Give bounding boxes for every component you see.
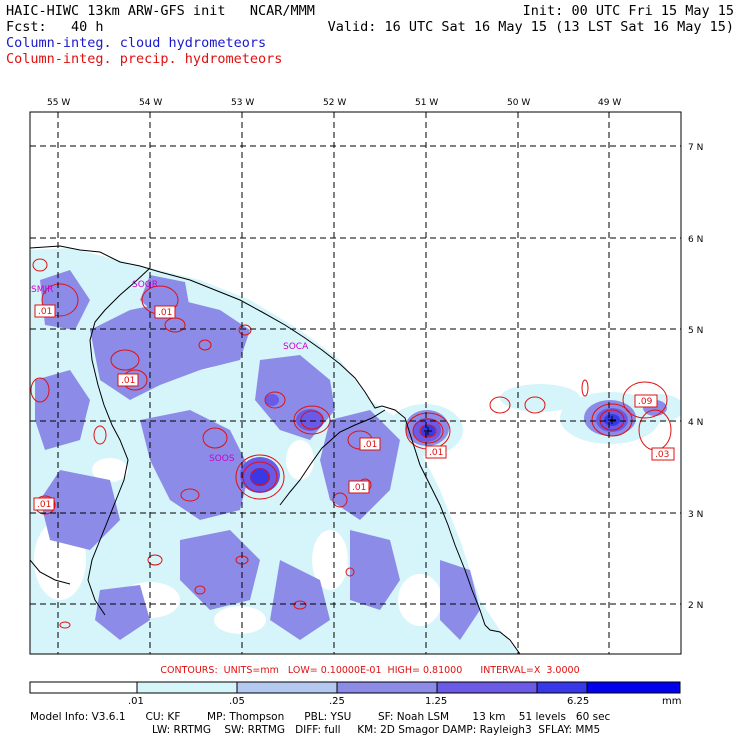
model-title: HAIC-HIWC 13km ARW-GFS init NCAR/MMM <box>6 3 315 19</box>
lat-label: 2 N <box>688 601 703 611</box>
lat-label: 3 N <box>688 510 703 520</box>
colorbar-bin <box>436 681 538 694</box>
lat-label: 5 N <box>688 326 703 336</box>
model-info-line2: LW: RRTMG SW: RRTMG DIFF: full KM: 2D Sm… <box>152 724 601 736</box>
lon-label: 50 W <box>507 98 530 108</box>
station-markers <box>424 416 616 435</box>
lat-label: 7 N <box>688 143 703 153</box>
colorbar-bin <box>29 681 138 694</box>
contour-label: .01 <box>429 448 443 458</box>
city-label-sogr: SOGR <box>132 280 158 290</box>
colorbar-unit: mm <box>662 696 682 707</box>
model-info-line1: Model Info: V3.6.1 CU: KF MP: Thompson P… <box>30 711 611 723</box>
colorbar-tick: .25 <box>329 696 345 707</box>
city-label-smjr: SMJR <box>31 285 53 295</box>
map-frame <box>29 111 682 655</box>
colorbar-bin <box>586 681 681 694</box>
shading-layer: SMJR SOGR SOCA SOOS .01 .01 .01 .01 .01 … <box>30 112 681 654</box>
colorbar-tick: 1.25 <box>425 696 448 707</box>
latitude-labels: 7 N 6 N 5 N 4 N 3 N 2 N <box>688 143 703 611</box>
colorbar-bin <box>536 681 588 694</box>
lon-label: 54 W <box>139 98 162 108</box>
contour-label: .01 <box>363 440 377 450</box>
valid-time: Valid: 16 UTC Sat 16 May 15 (13 LST Sat … <box>327 19 734 35</box>
colorbar <box>29 681 681 694</box>
lon-label: 53 W <box>231 98 254 108</box>
lat-label: 6 N <box>688 235 703 245</box>
forecast-hour: Fcst: 40 h <box>6 19 104 35</box>
lat-label: 4 N <box>688 418 703 428</box>
lon-label: 52 W <box>323 98 346 108</box>
contour-label-boxes: .01 .01 .01 .01 .01 .01 .01 .09 .03 <box>33 304 675 511</box>
city-label-soos: SOOS <box>209 454 235 464</box>
contours-info: CONTOURS: UNITS=mm LOW= 0.10000E-01 HIGH… <box>160 665 580 676</box>
lon-label: 49 W <box>598 98 621 108</box>
contour-label: .01 <box>37 500 51 510</box>
longitude-labels: 55 W 54 W 53 W 52 W 51 W 50 W 49 W <box>47 98 621 108</box>
colorbar-bin <box>236 681 338 694</box>
contour-label: .09 <box>638 397 653 407</box>
contour-label: .01 <box>352 483 366 493</box>
contour-label: .01 <box>121 376 135 386</box>
contour-label: .03 <box>655 450 669 460</box>
contour-label: .01 <box>158 308 172 318</box>
lat-lon-grid <box>30 112 681 654</box>
field-cloud-label: Column-integ. cloud hydrometeors <box>6 35 267 51</box>
colorbar-tick: .01 <box>128 696 144 707</box>
lon-label: 55 W <box>47 98 70 108</box>
colorbar-tick: .05 <box>229 696 245 707</box>
field-precip-label: Column-integ. precip. hydrometeors <box>6 51 283 67</box>
city-label-soca: SOCA <box>283 342 309 352</box>
lon-label: 51 W <box>415 98 438 108</box>
init-time: Init: 00 UTC Fri 15 May 15 <box>522 3 734 19</box>
colorbar-bin <box>136 681 238 694</box>
coastlines <box>30 245 521 654</box>
contour-label: .01 <box>38 307 52 317</box>
cloud-gaps <box>34 350 442 634</box>
colorbar-bin <box>336 681 438 694</box>
colorbar-tick: 6.25 <box>567 696 590 707</box>
